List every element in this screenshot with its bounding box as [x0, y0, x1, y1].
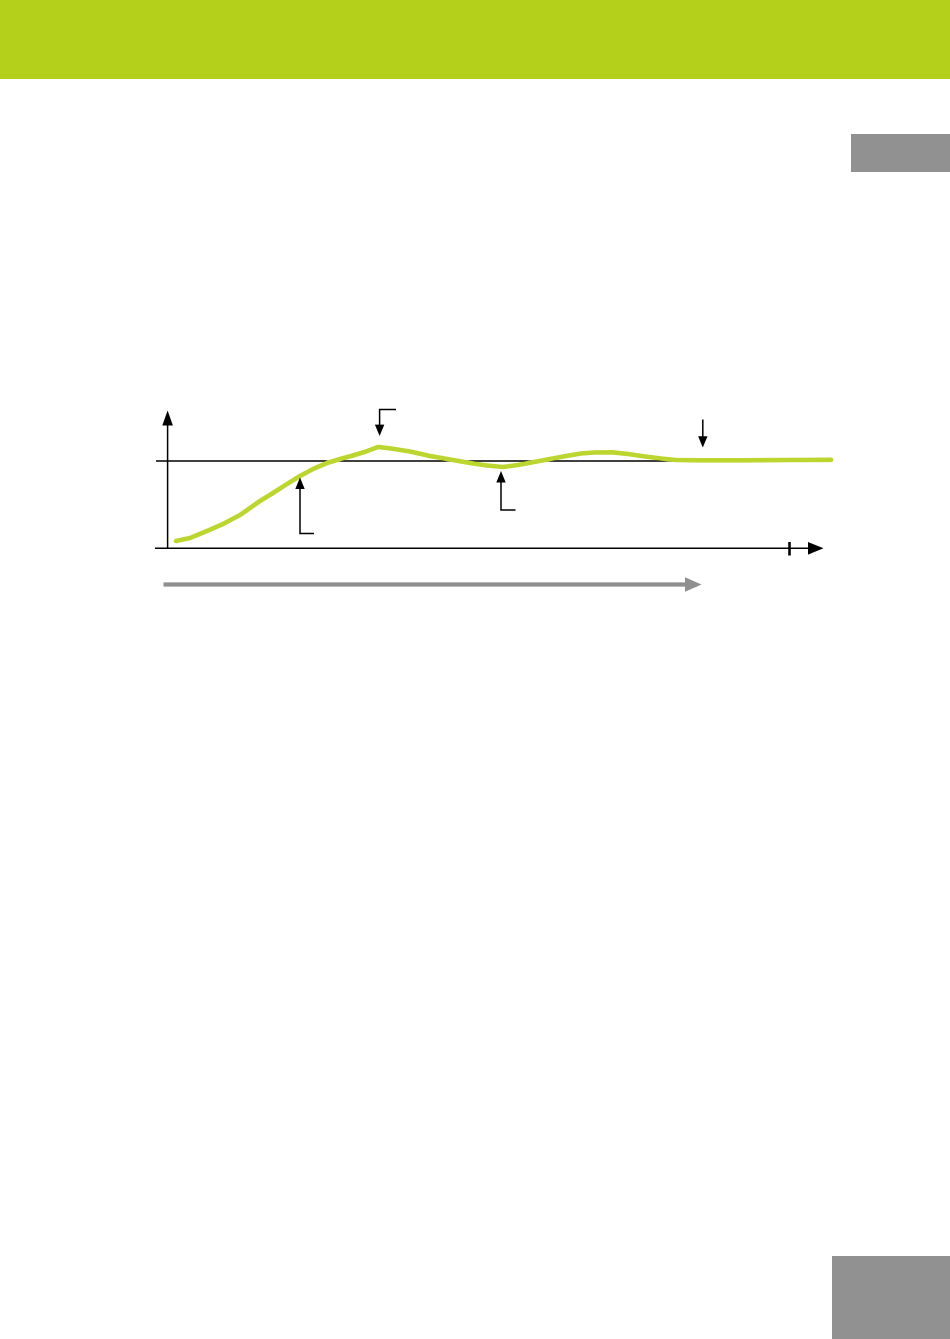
header-bar [0, 0, 950, 79]
settling-marker-arrowhead [698, 436, 708, 448]
undershoot-marker [496, 471, 516, 511]
x-axis-arrowhead [808, 542, 824, 555]
overshoot-marker-line [378, 408, 396, 426]
y-axis-arrowhead [162, 410, 173, 426]
time-span-arrow [163, 577, 702, 592]
response-curve [173, 444, 834, 544]
overshoot-marker-arrowhead [374, 424, 385, 436]
page-corner-marker [832, 1256, 950, 1339]
settling-marker [698, 419, 708, 448]
chapter-tab [851, 134, 950, 172]
rise-marker-arrowhead [295, 477, 305, 489]
rise-marker-line [299, 488, 314, 535]
overshoot-marker [374, 408, 396, 436]
response-diagram [155, 408, 834, 592]
undershoot-marker-arrowhead [496, 471, 506, 483]
undershoot-marker-line [500, 481, 516, 511]
time-span-arrowhead [685, 577, 702, 592]
rise-marker [295, 477, 314, 535]
